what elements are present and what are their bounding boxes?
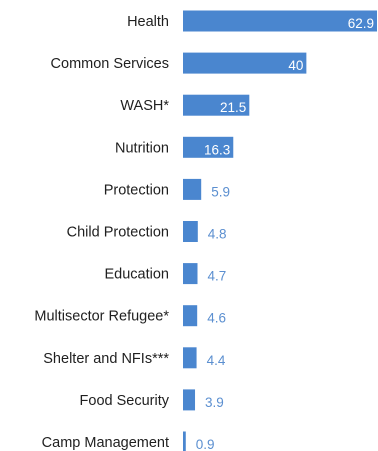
value-label: 4.4	[207, 353, 226, 368]
value-label: 5.9	[211, 184, 230, 199]
bar	[183, 389, 196, 411]
bar	[183, 178, 202, 200]
category-label: Food Security	[80, 393, 170, 409]
category-label: Multisector Refugee*	[34, 309, 169, 325]
value-label: 21.5	[220, 100, 246, 115]
bar	[183, 10, 377, 32]
bar	[183, 431, 186, 451]
bar	[183, 305, 198, 327]
value-label: 3.9	[205, 395, 224, 410]
category-label: Shelter and NFIs***	[43, 351, 169, 367]
value-label: 4.8	[208, 227, 227, 242]
category-label: Nutrition	[115, 140, 169, 156]
category-label: Protection	[104, 182, 169, 198]
bar	[183, 263, 198, 285]
bar	[183, 221, 198, 242]
bar	[183, 136, 234, 158]
bar	[183, 94, 250, 116]
value-label: 4.7	[207, 269, 226, 284]
value-label: 0.9	[196, 437, 215, 451]
value-label: 16.3	[204, 142, 230, 157]
category-label: WASH*	[120, 98, 169, 114]
bar	[183, 52, 307, 74]
value-label: 40	[288, 58, 303, 73]
category-label: Camp Management	[42, 435, 169, 451]
value-label: 4.6	[207, 311, 226, 326]
value-label: 62.9	[348, 16, 374, 31]
category-label: Common Services	[51, 56, 169, 72]
category-label: Education	[105, 267, 170, 283]
category-label: Child Protection	[67, 225, 169, 241]
category-label: Health	[127, 14, 169, 30]
bar	[183, 347, 197, 369]
